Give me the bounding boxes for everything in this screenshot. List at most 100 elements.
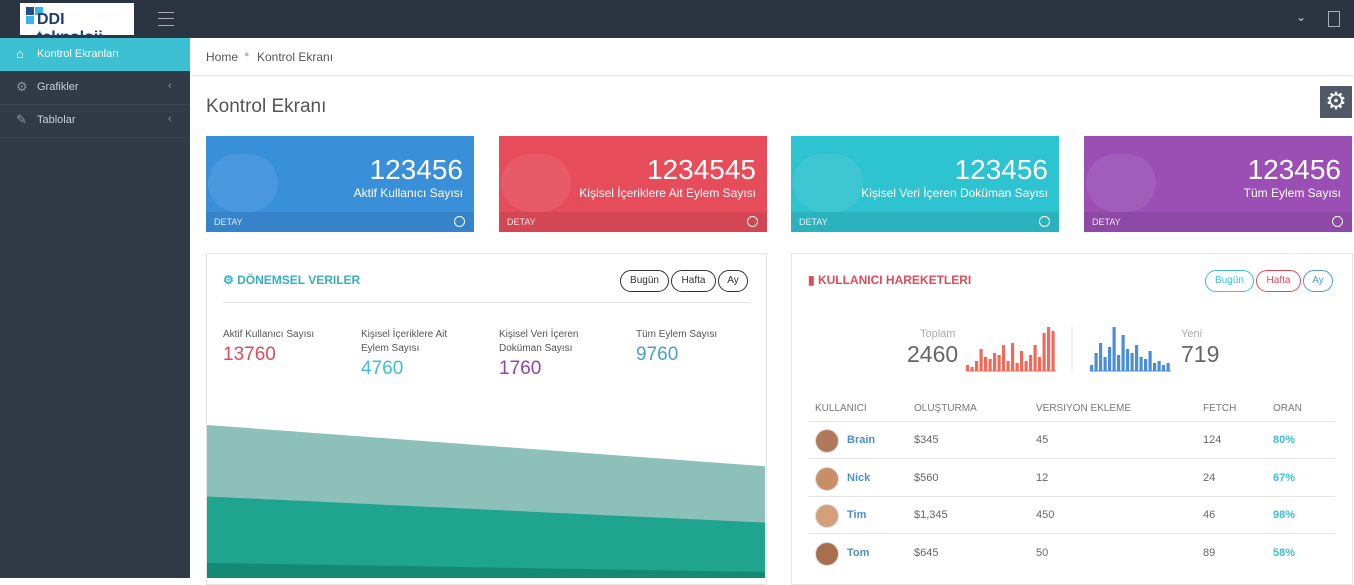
card-label: Kişisel Veri İçeren Doküman Sayısı bbox=[861, 186, 1048, 200]
spark-bar bbox=[1162, 365, 1166, 371]
spark-bar bbox=[1029, 355, 1033, 371]
spark-bar bbox=[1090, 365, 1094, 371]
chevron: ‹ bbox=[168, 80, 172, 92]
table-cell: $645 bbox=[914, 547, 939, 560]
spark-bar bbox=[1033, 345, 1037, 371]
filter-button[interactable]: Ay bbox=[1303, 270, 1333, 292]
spark-bar bbox=[1121, 335, 1125, 371]
spark-bar bbox=[1094, 353, 1098, 371]
filter-button[interactable]: Bugün bbox=[1205, 270, 1254, 292]
spark-bar bbox=[1166, 363, 1170, 371]
spark-bar bbox=[1103, 357, 1107, 371]
filter-button[interactable]: Hafta bbox=[671, 270, 716, 292]
table-header: FETCH bbox=[1203, 403, 1237, 414]
logo-mark bbox=[35, 7, 43, 15]
menu-toggle[interactable] bbox=[158, 12, 174, 26]
user-name[interactable]: Brain bbox=[847, 434, 876, 446]
card-arrow bbox=[1332, 216, 1343, 227]
spark-bar bbox=[1157, 361, 1161, 371]
stat-label: Kişisel Veri İçeren Doküman Sayısı bbox=[499, 329, 579, 354]
stat-card[interactable]: 123456 Kişisel Veri İçeren Doküman Sayısı… bbox=[791, 136, 1059, 232]
spark-bar bbox=[1099, 343, 1103, 371]
stat-label: Kişisel İçeriklere Ait Eylem Sayısı bbox=[361, 329, 448, 354]
summary-value: 2460 bbox=[907, 341, 959, 367]
card-value: 123456 bbox=[369, 154, 463, 185]
card-footer-text: DETAY bbox=[507, 217, 536, 227]
table-cell: $1,345 bbox=[914, 509, 948, 522]
sidebar-item[interactable]: ⌂ Kontrol Ekranları bbox=[0, 38, 190, 71]
table-rule bbox=[808, 495, 1335, 497]
top-bar bbox=[0, 0, 1354, 38]
crumb[interactable]: Home bbox=[206, 50, 239, 64]
summary-value: 719 bbox=[1181, 341, 1220, 367]
card-arrow bbox=[1039, 216, 1050, 227]
table-header: KULLANICI bbox=[815, 403, 867, 414]
table-cell: $345 bbox=[914, 434, 939, 446]
stat-value: 13760 bbox=[223, 344, 276, 365]
avatar bbox=[815, 504, 839, 529]
table-header: VERSIYON EKLEME bbox=[1036, 403, 1132, 414]
table-cell: 12 bbox=[1036, 471, 1049, 484]
spark-bar bbox=[1130, 353, 1134, 371]
activity-panel bbox=[791, 253, 1353, 585]
spark-bar bbox=[975, 361, 979, 371]
sidebar-item[interactable]: ✎ Tablolar ‹ bbox=[0, 104, 190, 138]
spark-bar bbox=[1047, 327, 1051, 371]
stat-card[interactable]: 123456 Aktif Kullanıcı Sayısı DETAY bbox=[206, 136, 474, 232]
stat-card[interactable]: 1234545 Kişisel İçeriklere Ait Eylem Sayı… bbox=[499, 136, 767, 232]
logo[interactable]: DDI teknoloji bbox=[20, 3, 134, 46]
user-name[interactable]: Tim bbox=[847, 509, 867, 522]
table-cell: 450 bbox=[1036, 509, 1055, 522]
table-cell: 45 bbox=[1036, 434, 1049, 446]
table-cell: 58% bbox=[1273, 547, 1296, 560]
crumb: Kontrol Ekranı bbox=[257, 50, 334, 64]
card-footer bbox=[499, 212, 767, 232]
dropdown[interactable]: ⌄ bbox=[1296, 10, 1307, 24]
settings-button[interactable]: ⚙ bbox=[1320, 86, 1352, 118]
card-value: 123456 bbox=[954, 154, 1048, 185]
card-footer bbox=[1084, 212, 1352, 232]
spark-bar bbox=[988, 359, 992, 371]
table-cell: 89 bbox=[1203, 547, 1216, 560]
sidebar-icon: ✎ bbox=[16, 112, 27, 127]
logo-mark bbox=[26, 16, 34, 24]
logo-mark bbox=[26, 7, 34, 15]
card-arrow bbox=[747, 216, 758, 227]
page-title: Kontrol Ekranı bbox=[206, 96, 327, 117]
stat-label: Aktif Kullanıcı Sayısı bbox=[223, 329, 315, 340]
table-cell: 98% bbox=[1273, 509, 1296, 522]
card-footer bbox=[206, 212, 474, 232]
user-name[interactable]: Tom bbox=[847, 547, 870, 560]
card-footer-text: DETAY bbox=[1092, 217, 1121, 227]
table-cell: 24 bbox=[1203, 471, 1216, 484]
filter-button[interactable]: Hafta bbox=[1256, 270, 1301, 292]
sidebar-label: Tablolar bbox=[37, 114, 76, 126]
logout[interactable] bbox=[1328, 11, 1340, 27]
spark-bar bbox=[1020, 351, 1024, 371]
sidebar-item[interactable]: ⚙ Grafikler ‹ bbox=[0, 71, 190, 105]
panel-title: ⚙ DÖNEMSEL VERILER bbox=[223, 273, 361, 287]
spark-bar bbox=[1024, 361, 1028, 371]
spark-bar bbox=[984, 357, 988, 371]
sidebar-label: Grafikler bbox=[37, 81, 79, 93]
filter-button[interactable]: Ay bbox=[718, 270, 748, 292]
stat-value: 9760 bbox=[636, 344, 679, 365]
filter-button[interactable]: Bugün bbox=[620, 270, 669, 292]
user-name[interactable]: Nick bbox=[847, 471, 871, 484]
spark-bar bbox=[1139, 357, 1143, 371]
spark-bar bbox=[1148, 351, 1152, 371]
chevron: ‹ bbox=[168, 113, 172, 125]
panel-title: ▮ KULLANICI HAREKETLERI bbox=[808, 273, 972, 287]
card-label: Aktif Kullanıcı Sayısı bbox=[353, 186, 463, 200]
card-watermark bbox=[208, 154, 278, 212]
panel-title-text: KULLANICI HAREKETLERI bbox=[817, 273, 972, 287]
avatar bbox=[815, 542, 839, 567]
spark-bar bbox=[979, 349, 983, 371]
card-arrow bbox=[454, 216, 465, 227]
spark-bar bbox=[1011, 343, 1015, 371]
stat-value: 4760 bbox=[361, 358, 404, 379]
spark-bar bbox=[1144, 359, 1148, 371]
spark-bar bbox=[997, 355, 1001, 371]
stat-card[interactable]: 123456 Tüm Eylem Sayısı DETAY bbox=[1084, 136, 1352, 232]
